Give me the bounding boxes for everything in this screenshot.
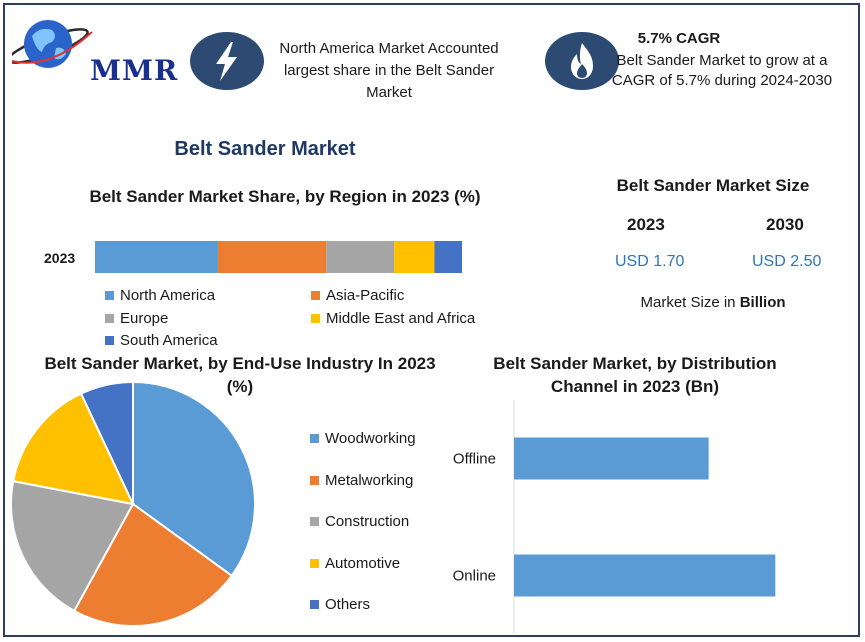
region-legend-item-asia-pacific: Asia-Pacific [311,287,404,304]
market-size-year-2030: 2030 [766,215,804,234]
region-legend-item-middle-east-and-africa: Middle East and Africa [311,310,475,327]
legend-label: Middle East and Africa [326,310,476,327]
region-segment-europe [326,241,395,273]
legend-label: North America [120,287,216,304]
region-legend-item-europe: Europe [105,310,168,327]
legend-label: Construction [325,513,410,530]
main-title: Belt Sander Market [174,138,356,160]
distribution-category-label-offline: Offline [453,451,496,468]
market-size-unit-prefix: Market Size in [640,294,740,311]
legend-swatch [310,434,319,443]
end-use-chart-title: Belt Sander Market, by End-Use Industry … [44,354,436,396]
region-segment-asia-pacific [217,241,327,273]
legend-label: Europe [120,310,169,327]
market-size-value-2023: USD 1.70 [615,253,685,270]
end-use-legend: Woodworking Metalworking Construction Autom… [310,430,460,620]
market-size-unit: Market Size in Billion [600,294,826,311]
distribution-chart-title: Belt Sander Market, by Distribution Chan… [493,354,777,396]
distribution-bar-offline [514,437,709,480]
market-size-title: Belt Sander Market Size [616,176,810,195]
legend-swatch [311,314,320,323]
cagr-text: Belt Sander Market to grow at a CAGR of … [611,52,833,89]
legend-label: Automotive [325,554,401,572]
distribution-category-label-online: Online [453,568,496,585]
legend-swatch [310,517,319,526]
logo-text: MMR [90,54,179,87]
pie-slice-others [79,380,134,505]
end-use-legend-item-woodworking: Woodworking [310,430,416,447]
lightning-badge [190,32,264,90]
legend-swatch [105,336,114,345]
globe-icon [7,20,93,68]
region-legend-item-north-america: North America [105,287,215,304]
pie-slice-metalworking [72,502,234,627]
end-use-pie-chart [10,380,256,627]
end-use-legend-item-metalworking: Metalworking [310,472,413,489]
distribution-bar-online [514,554,776,597]
region-segment-middle-east-and-africa [394,241,435,273]
end-use-legend-item-others: Others [310,596,370,613]
region-chart-title: Belt Sander Market Share, by Region in 2… [89,187,481,206]
legend-swatch [105,291,114,300]
market-size-value-2030: USD 2.50 [752,253,822,270]
flame-icon [571,43,593,79]
market-size-year-2023: 2023 [627,215,665,234]
highlight-north-america-text: North America Market Accounted largest s… [279,40,499,101]
pie-slice-construction [10,479,135,613]
cagr-title: 5.7% CAGR [637,30,721,47]
legend-label: Metalworking [325,471,414,489]
legend-label: Woodworking [325,430,416,447]
distribution-bar-chart: Offline Online [453,400,776,634]
end-use-legend-item-automotive: Automotive [310,555,400,572]
region-segment-north-america [95,241,218,273]
legend-swatch [105,314,114,323]
pie-slice-woodworking [132,380,256,578]
region-stacked-bar [95,241,462,273]
region-legend-item-south-america: South America [105,332,218,349]
region-segment-south-america [434,241,462,273]
legend-swatch [310,558,319,568]
legend-label: South America [120,332,218,349]
flame-badge [545,32,619,90]
legend-swatch [311,291,320,300]
region-legend: North America Asia-Pacific Europe Middle Ea… [105,287,505,353]
pie-slice-automotive [11,392,135,506]
market-size-unit-bold: Billion [739,294,786,311]
legend-swatch [310,600,319,609]
legend-label: Asia-Pacific [326,287,405,304]
logo: MMR [7,12,177,87]
legend-label: Others [325,596,371,613]
end-use-legend-item-construction: Construction [310,513,409,530]
legend-swatch [310,475,319,485]
lightning-icon [216,42,237,81]
region-bar-category-label: 2023 [44,250,76,266]
infographic-frame [3,3,860,637]
